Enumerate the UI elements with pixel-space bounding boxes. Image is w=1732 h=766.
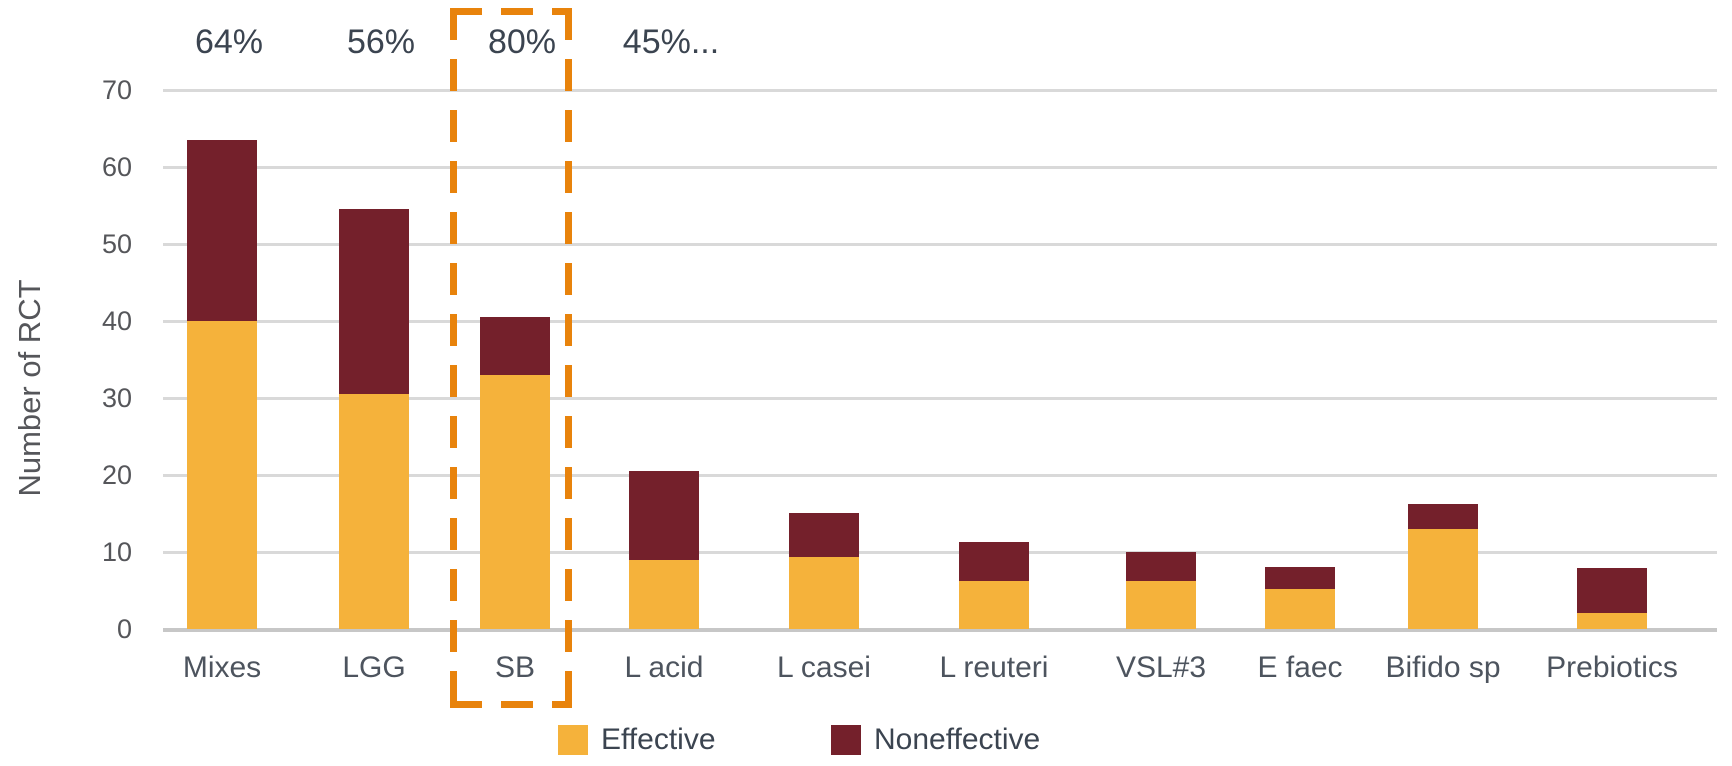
highlight-box-right [565, 8, 572, 708]
y-tick-label: 30 [101, 383, 132, 413]
y-tick-label: 20 [101, 460, 132, 490]
bar-segment-effective [959, 581, 1029, 629]
legend-label: Noneffective [874, 723, 1041, 756]
bar-segment-effective [187, 321, 257, 629]
percent-label: 80% [487, 23, 557, 61]
bar-segment-noneffective [1126, 552, 1196, 581]
gridline [163, 243, 1717, 246]
legend-item: Effective [558, 724, 716, 756]
x-category-label: L acid [624, 651, 704, 684]
x-category-label: L casei [777, 651, 871, 684]
x-category-label: VSL#3 [1115, 651, 1207, 684]
bar-segment-effective [480, 375, 550, 629]
x-category-label: Prebiotics [1546, 651, 1678, 684]
percent-label: 64% [194, 23, 264, 61]
bar-segment-effective [339, 394, 409, 629]
bar-segment-noneffective [1408, 504, 1478, 529]
gridline [163, 166, 1717, 169]
gridline [163, 397, 1717, 400]
x-category-label: SB [494, 651, 536, 684]
y-tick-label: 50 [101, 229, 132, 259]
bar-segment-noneffective [187, 140, 257, 321]
bar-segment-noneffective [480, 317, 550, 375]
y-tick-label: 70 [101, 75, 132, 105]
bar-segment-effective [629, 560, 699, 629]
bar-segment-noneffective [629, 471, 699, 560]
percent-label: 56% [346, 23, 416, 61]
bar-segment-effective [1126, 581, 1196, 629]
gridline [163, 89, 1717, 92]
gridline [163, 320, 1717, 323]
y-tick-label: 40 [101, 306, 132, 336]
bar-segment-noneffective [1577, 568, 1647, 613]
bar-segment-noneffective [789, 513, 859, 557]
y-tick-label: 60 [101, 152, 132, 182]
x-category-label: Bifido sp [1385, 651, 1501, 684]
highlight-box-left [450, 8, 457, 708]
gridline [163, 474, 1717, 477]
x-category-label: LGG [342, 651, 406, 684]
y-tick-label: 0 [116, 614, 132, 644]
x-category-label: Mixes [182, 651, 262, 684]
legend-swatch [558, 725, 588, 755]
gridline [163, 551, 1717, 554]
x-category-label: E faec [1257, 651, 1343, 684]
bar-segment-noneffective [339, 209, 409, 394]
bar-segment-effective [1265, 589, 1335, 629]
legend-label: Effective [601, 723, 716, 756]
legend-item: Noneffective [831, 724, 1040, 756]
highlight-box-bottom [450, 701, 572, 708]
percent-label: 45%... [622, 23, 720, 61]
bar-segment-effective [1577, 613, 1647, 629]
bar-segment-noneffective [1265, 567, 1335, 589]
x-category-label: L reuteri [939, 651, 1049, 684]
y-tick-label: 10 [101, 537, 132, 567]
highlight-box-top [450, 8, 572, 15]
legend-swatch [831, 725, 861, 755]
bar-segment-noneffective [959, 542, 1029, 581]
x-axis-baseline [163, 628, 1717, 632]
bar-segment-effective [1408, 529, 1478, 629]
bar-segment-effective [789, 557, 859, 629]
